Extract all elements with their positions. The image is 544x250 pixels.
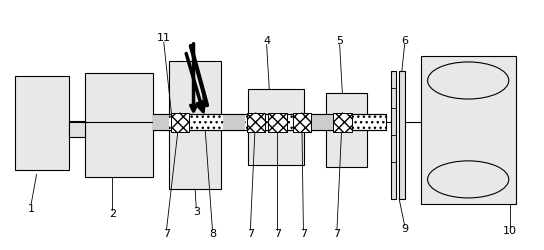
Bar (268, 113, 287, 132)
Bar (15, 76, 69, 170)
Bar (223, 114, 245, 130)
Text: 2: 2 (109, 209, 116, 219)
Bar (326, 93, 367, 167)
Bar (171, 113, 189, 132)
Text: 7: 7 (333, 229, 341, 239)
Bar (248, 89, 305, 164)
Bar (153, 114, 169, 130)
Text: 11: 11 (157, 34, 171, 43)
Text: 7: 7 (163, 229, 170, 239)
Bar (169, 61, 220, 189)
Bar (307, 114, 339, 130)
Bar (85, 73, 153, 177)
Bar (153, 114, 386, 130)
Text: 8: 8 (209, 229, 216, 239)
Text: 4: 4 (263, 36, 270, 46)
Text: 5: 5 (336, 36, 343, 46)
Bar (293, 113, 311, 132)
Text: 10: 10 (503, 226, 517, 236)
Bar (69, 121, 85, 137)
Text: 7: 7 (274, 229, 281, 239)
Text: 9: 9 (401, 224, 408, 234)
Text: 1: 1 (28, 204, 35, 214)
Bar (246, 113, 265, 132)
Text: 7: 7 (247, 229, 254, 239)
Text: 3: 3 (193, 206, 200, 216)
Bar (421, 56, 516, 204)
Bar (399, 70, 405, 199)
Bar (391, 70, 397, 199)
Text: 6: 6 (401, 36, 408, 46)
Bar (333, 113, 351, 132)
Text: 7: 7 (300, 229, 307, 239)
